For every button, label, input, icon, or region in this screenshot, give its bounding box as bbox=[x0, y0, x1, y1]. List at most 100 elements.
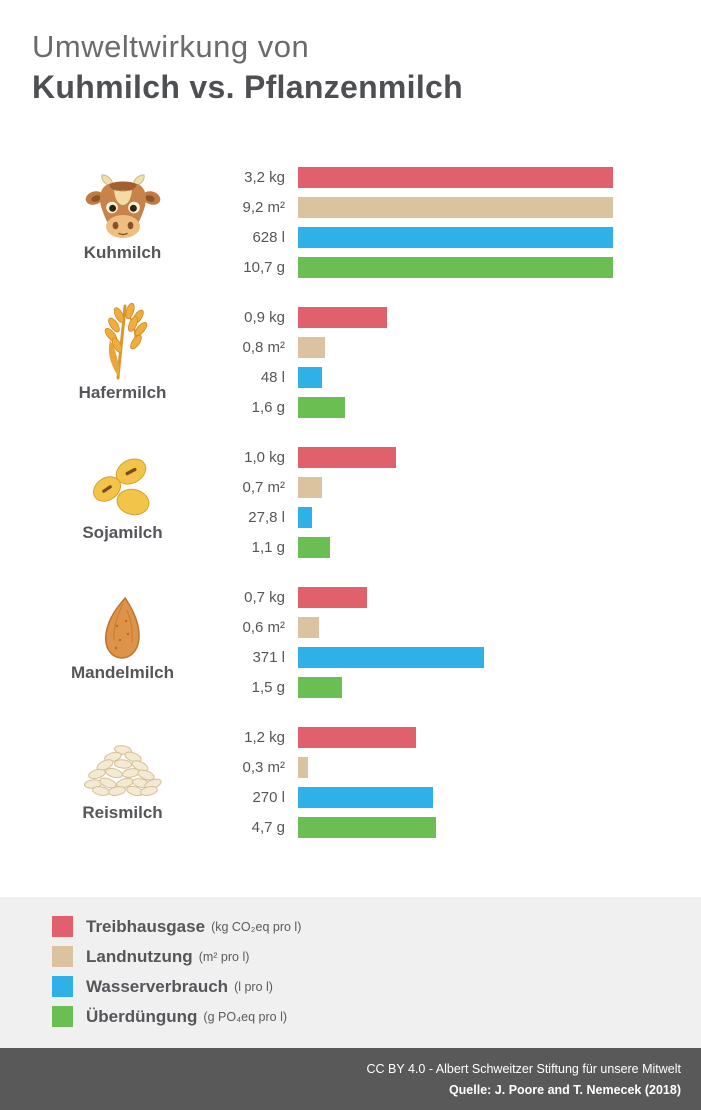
bar-value: 3,2 kg bbox=[244, 169, 285, 186]
legend-swatch bbox=[52, 1006, 73, 1027]
bar-stack: 1,0 kg 0,7 m² 27,8 l 1,1 g bbox=[242, 447, 613, 567]
bar-stack: 3,2 kg 9,2 m² 628 l 10,7 g bbox=[242, 167, 613, 287]
bar-value: 48 l bbox=[260, 369, 285, 386]
bar-fill-landnutzung bbox=[298, 337, 326, 358]
bar-value: 0,6 m² bbox=[242, 619, 285, 636]
bar-value: 371 l bbox=[252, 649, 285, 666]
bar-row-landnutzung: 0,6 m² bbox=[242, 617, 613, 638]
bar-row-wasserverbrauch: 371 l bbox=[252, 647, 613, 668]
bar-fill-überdüngung bbox=[298, 817, 437, 838]
bar-value: 0,3 m² bbox=[242, 759, 285, 776]
bar-row-landnutzung: 0,3 m² bbox=[242, 757, 613, 778]
milk-group-hafermilch: Hafermilch 0,9 kg 0,8 m² 48 l 1,6 g bbox=[0, 300, 701, 440]
bar-fill-treibhausgase bbox=[298, 447, 397, 468]
bar-fill-wasserverbrauch bbox=[298, 647, 485, 668]
milk-label: Kuhmilch bbox=[83, 243, 162, 262]
legend-swatch bbox=[52, 976, 73, 997]
bar-row-treibhausgase: 0,7 kg bbox=[244, 587, 613, 608]
bar-fill-überdüngung bbox=[298, 257, 613, 278]
bar-row-wasserverbrauch: 48 l bbox=[261, 367, 613, 388]
legend-item-landnutzung: Landnutzung (m² pro l) bbox=[52, 946, 701, 967]
bar-fill-wasserverbrauch bbox=[298, 507, 312, 528]
rice-icon bbox=[82, 720, 164, 800]
bar-row-treibhausgase: 0,9 kg bbox=[244, 307, 613, 328]
bar-row-überdüngung: 4,7 g bbox=[252, 817, 613, 838]
title-line-2: Kuhmilch vs. Pflanzenmilch bbox=[32, 69, 464, 105]
bar-fill-landnutzung bbox=[298, 617, 319, 638]
bar-fill-treibhausgase bbox=[298, 727, 417, 748]
bar-row-überdüngung: 10,7 g bbox=[243, 257, 613, 278]
bar-value: 1,6 g bbox=[251, 399, 285, 416]
bar-row-wasserverbrauch: 27,8 l bbox=[248, 507, 613, 528]
milk-header-reismilch: Reismilch bbox=[60, 720, 185, 823]
bar-value: 628 l bbox=[252, 229, 285, 246]
footer-bar: CC BY 4.0 - Albert Schweitzer Stiftung f… bbox=[0, 1048, 701, 1110]
milk-label: Sojamilch bbox=[82, 523, 163, 542]
cow-icon bbox=[85, 160, 161, 240]
bar-value: 0,7 kg bbox=[244, 589, 285, 606]
bar-value: 270 l bbox=[252, 789, 285, 806]
bar-row-treibhausgase: 3,2 kg bbox=[244, 167, 613, 188]
legend-item-wasserverbrauch: Wasserverbrauch (l pro l) bbox=[52, 976, 701, 997]
bar-value: 9,2 m² bbox=[242, 199, 285, 216]
bar-value: 10,7 g bbox=[243, 259, 285, 276]
milk-group-kuhmilch: Kuhmilch 3,2 kg 9,2 m² 628 l 10,7 g bbox=[0, 160, 701, 300]
title-line-1: Umweltwirkung von bbox=[32, 29, 310, 64]
bar-stack: 1,2 kg 0,3 m² 270 l 4,7 g bbox=[242, 727, 613, 847]
bar-fill-treibhausgase bbox=[298, 307, 387, 328]
legend-label: Landnutzung bbox=[86, 946, 193, 966]
bar-fill-überdüngung bbox=[298, 397, 346, 418]
page-title: Umweltwirkung von Kuhmilch vs. Pflanzenm… bbox=[32, 26, 463, 108]
milk-label: Mandelmilch bbox=[71, 663, 174, 682]
bar-stack: 0,9 kg 0,8 m² 48 l 1,6 g bbox=[242, 307, 613, 427]
bar-fill-überdüngung bbox=[298, 677, 343, 698]
bar-fill-treibhausgase bbox=[298, 587, 367, 608]
legend-swatch bbox=[52, 946, 73, 967]
legend-unit: (g PO₄eq pro l) bbox=[203, 1009, 288, 1024]
legend-unit: (l pro l) bbox=[234, 979, 273, 994]
legend-swatch bbox=[52, 916, 73, 937]
bar-row-wasserverbrauch: 628 l bbox=[252, 227, 613, 248]
legend-panel: Treibhausgase (kg CO₂eq pro l) Landnutzung… bbox=[0, 897, 701, 1048]
bar-value: 1,1 g bbox=[251, 539, 285, 556]
bar-fill-treibhausgase bbox=[298, 167, 613, 188]
bar-value: 1,0 kg bbox=[244, 449, 285, 466]
legend-unit: (m² pro l) bbox=[198, 949, 250, 964]
bar-value: 0,9 kg bbox=[244, 309, 285, 326]
bar-fill-wasserverbrauch bbox=[298, 367, 323, 388]
footer-license: CC BY 4.0 - Albert Schweitzer Stiftung f… bbox=[366, 1062, 681, 1076]
bar-value: 27,8 l bbox=[248, 509, 285, 526]
bar-row-treibhausgase: 1,2 kg bbox=[244, 727, 613, 748]
footer-source: Quelle: J. Poore and T. Nemecek (2018) bbox=[448, 1083, 681, 1097]
bar-row-landnutzung: 0,8 m² bbox=[242, 337, 613, 358]
almond-icon bbox=[99, 580, 147, 660]
milk-group-sojamilch: Sojamilch 1,0 kg 0,7 m² 27,8 l 1,1 g bbox=[0, 440, 701, 580]
bar-row-landnutzung: 9,2 m² bbox=[242, 197, 613, 218]
bar-fill-überdüngung bbox=[298, 537, 331, 558]
milk-header-hafermilch: Hafermilch bbox=[60, 300, 185, 403]
bar-fill-wasserverbrauch bbox=[298, 787, 434, 808]
bar-fill-landnutzung bbox=[298, 757, 309, 778]
legend-unit: (kg CO₂eq pro l) bbox=[211, 919, 302, 934]
milk-group-mandelmilch: Mandelmilch 0,7 kg 0,6 m² 371 l 1,5 g bbox=[0, 580, 701, 720]
legend-label: Überdüngung bbox=[86, 1006, 198, 1026]
milk-label: Reismilch bbox=[82, 803, 163, 822]
bar-value: 0,8 m² bbox=[242, 339, 285, 356]
legend-label: Wasserverbrauch bbox=[86, 976, 229, 996]
bar-row-treibhausgase: 1,0 kg bbox=[244, 447, 613, 468]
soybean-icon bbox=[90, 440, 156, 520]
bar-row-überdüngung: 1,6 g bbox=[252, 397, 613, 418]
bar-fill-wasserverbrauch bbox=[298, 227, 613, 248]
bar-fill-landnutzung bbox=[298, 197, 613, 218]
bar-value: 4,7 g bbox=[251, 819, 285, 836]
bar-row-überdüngung: 1,5 g bbox=[252, 677, 613, 698]
milk-group-reismilch: Reismilch 1,2 kg 0,3 m² 270 l 4,7 g bbox=[0, 720, 701, 860]
bar-row-landnutzung: 0,7 m² bbox=[242, 477, 613, 498]
milk-header-sojamilch: Sojamilch bbox=[60, 440, 185, 543]
legend-item-überdüngung: Überdüngung (g PO₄eq pro l) bbox=[52, 1006, 701, 1027]
bar-value: 0,7 m² bbox=[242, 479, 285, 496]
bar-row-wasserverbrauch: 270 l bbox=[252, 787, 613, 808]
legend-label: Treibhausgase bbox=[86, 916, 206, 936]
milk-header-kuhmilch: Kuhmilch bbox=[60, 160, 185, 263]
